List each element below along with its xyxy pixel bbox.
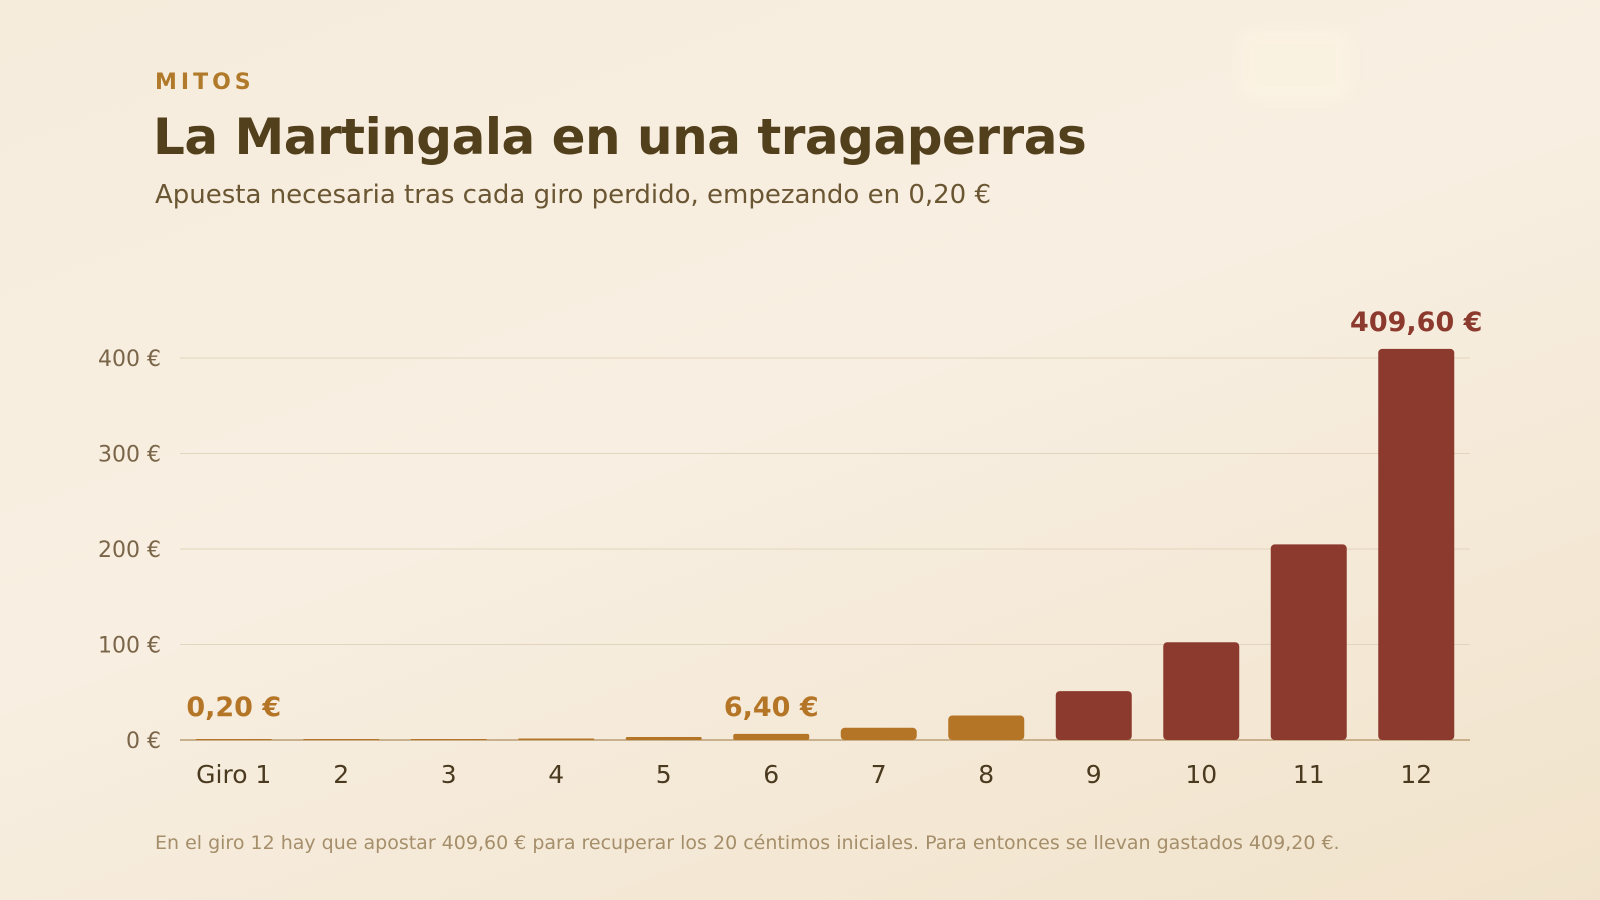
chart-subtitle: Apuesta necesaria tras cada giro perdido… xyxy=(155,180,992,210)
x-tick-label: 6 xyxy=(763,760,779,789)
data-label-giro-12: 409,60 € xyxy=(1350,307,1482,338)
chart-title: La Martingala en una tragaperras xyxy=(153,108,1087,166)
section-kicker: MITOS xyxy=(155,70,255,95)
bar-giro-5 xyxy=(625,736,702,740)
x-axis-labels: Giro 1 2 3 4 5 6 7 8 9 10 11 12 xyxy=(196,760,1432,789)
y-axis-ticks: 0 € 100 € 200 € 300 € 400 € xyxy=(98,347,161,754)
x-tick-label: 8 xyxy=(978,760,994,789)
bar-giro-10 xyxy=(1163,642,1240,740)
y-tick-label: 100 € xyxy=(98,634,161,659)
bar-giro-3 xyxy=(410,739,487,740)
data-labels: 0,20 € 6,40 € 409,60 € xyxy=(186,307,1482,723)
bar-giro-8 xyxy=(948,715,1025,740)
footnote: En el giro 12 hay que apostar 409,60 € p… xyxy=(155,832,1340,854)
y-tick-label: 300 € xyxy=(98,443,161,468)
bar-giro-1 xyxy=(195,739,272,740)
grid-layer xyxy=(180,357,1470,741)
x-tick-label: 10 xyxy=(1185,760,1217,789)
x-tick-label: 2 xyxy=(333,760,349,789)
bar-giro-12 xyxy=(1378,348,1455,740)
data-label-giro-1: 0,20 € xyxy=(186,692,281,723)
bar-giro-11 xyxy=(1270,544,1347,740)
bars xyxy=(195,348,1455,740)
x-tick-label: 3 xyxy=(441,760,457,789)
y-tick-label: 0 € xyxy=(126,729,161,754)
x-tick-label: 7 xyxy=(871,760,887,789)
bar-giro-4 xyxy=(518,738,595,740)
y-tick-label: 200 € xyxy=(98,538,161,563)
x-tick-label: Giro 1 xyxy=(196,760,271,789)
bar-giro-6 xyxy=(733,733,810,740)
bar-giro-9 xyxy=(1055,691,1132,740)
x-tick-label: 9 xyxy=(1086,760,1102,789)
bar-giro-7 xyxy=(840,727,917,740)
data-label-giro-6: 6,40 € xyxy=(724,692,819,723)
x-tick-label: 4 xyxy=(548,760,564,789)
x-tick-label: 11 xyxy=(1293,760,1325,789)
x-tick-label: 12 xyxy=(1400,760,1432,789)
x-tick-label: 5 xyxy=(656,760,672,789)
y-tick-label: 400 € xyxy=(98,347,161,372)
background-glow xyxy=(1240,30,1350,100)
bar-giro-2 xyxy=(303,739,380,740)
